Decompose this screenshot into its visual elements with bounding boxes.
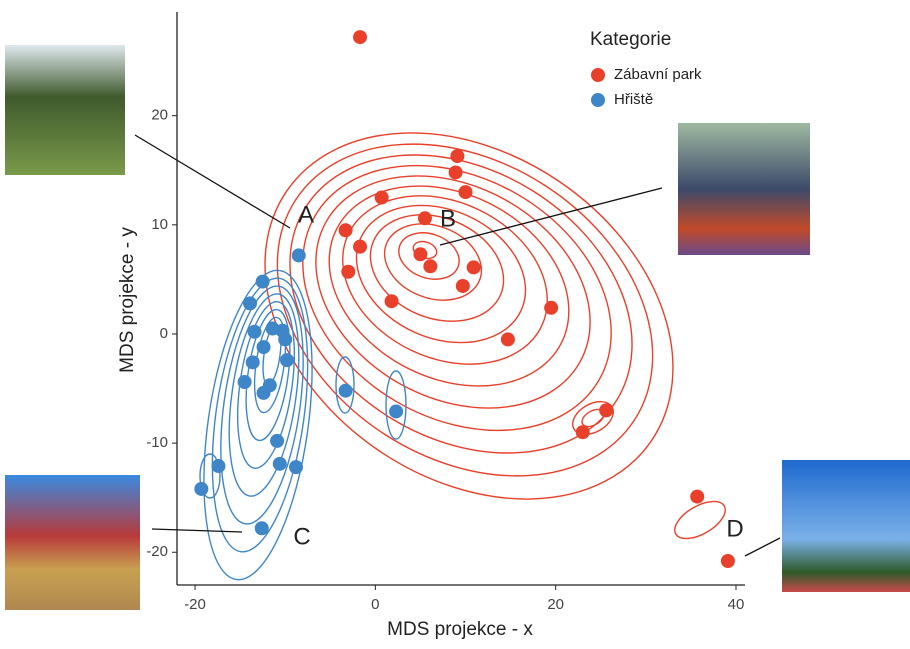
data-point xyxy=(255,521,269,535)
data-point xyxy=(339,223,353,237)
legend-label: Hřiště xyxy=(614,91,653,108)
data-point xyxy=(375,191,389,205)
photo-playground xyxy=(5,475,140,610)
data-point xyxy=(257,340,271,354)
data-point xyxy=(544,301,558,315)
density-contour xyxy=(295,147,603,425)
y-tick-label: 10 xyxy=(151,216,168,233)
data-point xyxy=(280,353,294,367)
data-point xyxy=(418,211,432,225)
data-point xyxy=(243,296,257,310)
density-contours xyxy=(187,57,743,586)
data-point xyxy=(467,260,481,274)
y-tick-label: 20 xyxy=(151,107,168,124)
x-tick-label: -20 xyxy=(184,596,206,613)
data-point xyxy=(456,279,470,293)
data-point xyxy=(238,375,252,389)
y-tick-label: -10 xyxy=(146,434,168,451)
data-point xyxy=(273,457,287,471)
data-point xyxy=(246,355,260,369)
x-axis-title: MDS projekce - x xyxy=(387,619,533,640)
legend-label: Zábavní park xyxy=(614,66,702,83)
y-axis-title: MDS projekce - y xyxy=(117,227,138,373)
data-point xyxy=(459,185,473,199)
data-point xyxy=(278,332,292,346)
photo-amusement-ride xyxy=(678,123,810,255)
legend-title: Kategorie xyxy=(590,29,671,50)
data-point xyxy=(576,425,590,439)
chart: MDS projekce - x MDS projekce - y Katego… xyxy=(0,0,910,644)
data-point xyxy=(339,384,353,398)
annotation-label: A xyxy=(298,201,314,228)
annotation-label: D xyxy=(726,515,743,542)
legend-marker xyxy=(591,93,605,107)
data-point xyxy=(385,294,399,308)
data-point xyxy=(341,265,355,279)
data-point xyxy=(413,247,427,261)
data-point xyxy=(257,386,271,400)
density-contour xyxy=(315,164,575,397)
x-tick-label: 0 xyxy=(371,596,379,613)
data-point xyxy=(501,332,515,346)
annotation-label: C xyxy=(293,523,310,550)
photo-playground-park xyxy=(5,45,125,175)
data-point xyxy=(353,30,367,44)
data-point xyxy=(449,165,463,179)
data-point xyxy=(423,259,437,273)
data-point xyxy=(690,490,704,504)
legend-marker xyxy=(591,68,605,82)
annotation-label: B xyxy=(440,205,456,232)
photo-rollercoaster xyxy=(782,460,910,592)
density-contour xyxy=(195,57,743,574)
data-point xyxy=(270,434,284,448)
y-tick-label: 0 xyxy=(160,325,168,342)
data-point xyxy=(211,459,225,473)
data-point xyxy=(256,275,270,289)
data-point xyxy=(353,240,367,254)
data-point xyxy=(389,404,403,418)
data-point xyxy=(248,325,262,339)
data-point xyxy=(599,403,613,417)
x-tick-label: 20 xyxy=(547,596,564,613)
data-point xyxy=(292,248,306,262)
x-tick-label: 40 xyxy=(728,596,745,613)
data-point xyxy=(450,149,464,163)
density-contour xyxy=(567,395,619,441)
density-contour xyxy=(392,225,465,287)
data-point xyxy=(721,554,735,568)
data-point xyxy=(194,482,208,496)
y-tick-label: -20 xyxy=(146,543,168,560)
data-point xyxy=(289,460,303,474)
density-contour xyxy=(215,76,715,544)
